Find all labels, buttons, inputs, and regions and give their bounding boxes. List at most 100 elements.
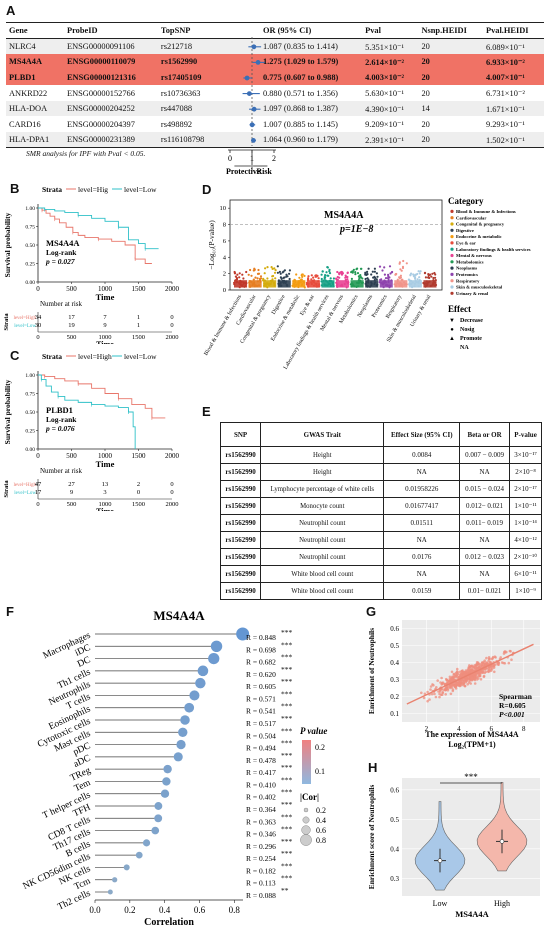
phewas-point	[310, 274, 313, 277]
cor-tick: 0.2	[316, 806, 326, 815]
significance-stars: ***	[281, 739, 293, 748]
scatter-point	[466, 683, 469, 686]
cell-effect: 0.0159	[383, 582, 461, 600]
phewas-point	[346, 271, 349, 275]
y-tick-label: 0.3	[390, 875, 399, 883]
scatter-point	[426, 690, 429, 694]
curve-high	[38, 374, 166, 419]
phewas-point	[399, 268, 402, 271]
table-row: rs1562990 Neutrophil count 0.0176 0.012 − 0…	[219, 548, 542, 566]
phewas-point	[253, 267, 256, 270]
phewas-point	[405, 262, 408, 265]
lollipop-dot	[195, 677, 206, 689]
risk-value: 30	[35, 322, 42, 329]
scatter-point	[451, 675, 454, 678]
phewas-point	[424, 276, 427, 279]
scatter-point	[480, 664, 483, 667]
r-value-label: R = 0.571	[246, 694, 276, 703]
cell-snp: rs1562990	[219, 582, 262, 600]
forest-tick-label: 0	[228, 154, 232, 163]
phewas-point	[312, 276, 315, 279]
lollipop-dot	[154, 814, 163, 823]
effect-item: Promote	[460, 336, 482, 342]
scatter-point	[476, 672, 479, 675]
scatter-point	[450, 670, 454, 674]
phewas-point	[295, 273, 298, 276]
lollipop-dot	[236, 627, 250, 641]
legend-item: Digestive	[456, 228, 474, 233]
phewas-point	[314, 275, 317, 278]
y-tick-label: 0.2	[390, 693, 399, 701]
or-point	[251, 44, 257, 50]
phewas-point	[326, 274, 329, 277]
cell-pval: 5.351×10⁻¹	[362, 38, 419, 55]
scatter-point	[452, 673, 456, 676]
x-tick-label: 500	[66, 452, 77, 460]
scatter-point	[438, 692, 441, 696]
phewas-point	[323, 276, 326, 279]
risk-value: 27	[68, 481, 75, 488]
cell-probe: ENSG00000121316	[63, 69, 158, 86]
col-or: OR (95% CI)	[259, 22, 363, 39]
cell-beta: NA	[459, 565, 511, 583]
violin-body	[414, 801, 466, 891]
phewas-point	[326, 266, 329, 269]
risk-value: 47	[35, 481, 42, 488]
smr-note: SMR analysis for IPF with Pval < 0.05.	[26, 149, 146, 158]
panel-letter-d: D	[202, 182, 212, 197]
phewas-point	[276, 271, 279, 274]
panel-letter-e: E	[202, 404, 211, 419]
col-snp: TopSNP	[157, 22, 220, 39]
cell-effect: 0.01511	[383, 514, 461, 532]
phewas-point	[429, 273, 432, 276]
legend-low: level=Low	[124, 352, 157, 361]
y-tick-label: 0.25	[25, 262, 35, 268]
risk-x-tick-label: 2000	[166, 501, 179, 508]
x-tick-label: 500	[66, 285, 77, 293]
r-value-label: R = 0.113	[246, 879, 276, 888]
phewas-point	[272, 274, 275, 278]
phewas-point	[381, 269, 384, 272]
km-plot-plbd1: Strata level=High level=Low0.000.250.500.7…	[3, 352, 180, 511]
legend-title: Strata	[42, 352, 62, 361]
phewas-point	[350, 271, 353, 274]
phewas-band	[234, 280, 248, 288]
cell-snp: rs212718	[157, 38, 220, 55]
significance-stars: ***	[281, 751, 293, 760]
table-row: rs1562990 Neutrophil count NA NA 4×10⁻¹²	[219, 531, 542, 549]
category-legend-title: Category	[448, 196, 484, 206]
y-tick-label: 0.50	[25, 410, 35, 416]
y-tick-label: 0.6	[390, 786, 399, 794]
phewas-point	[256, 277, 259, 280]
legend-dot	[450, 247, 454, 251]
significance-stars: ***	[281, 874, 293, 883]
scatter-point	[473, 676, 476, 680]
phewas-point	[416, 278, 419, 281]
violin-median	[499, 839, 505, 844]
pval-tick: 0.2	[315, 743, 325, 752]
x-tick-label: 0.0	[89, 905, 101, 915]
y-tick-label: 0.00	[25, 447, 35, 453]
significance-stars: ***	[281, 861, 293, 870]
phewas-point	[298, 276, 301, 279]
phewas-point	[338, 272, 341, 275]
cell-or: 1.097 (0.868 to 1.387)	[259, 100, 363, 117]
phewas-point	[288, 277, 291, 281]
cell-gene: ANKRD22	[9, 88, 48, 98]
lollipop-dot	[189, 690, 200, 701]
phewas-band	[263, 280, 277, 288]
phewas-point	[252, 278, 255, 281]
phewas-point	[418, 276, 421, 279]
scatter-point	[496, 661, 500, 665]
risk-value: 1	[137, 314, 140, 321]
cell-effect: 0.0176	[383, 548, 461, 566]
x-tick-label: 0	[36, 452, 40, 460]
cell-probe: ENSG00000204397	[66, 119, 135, 129]
scatter-point	[510, 658, 513, 661]
cell-snp: rs1562990	[219, 514, 262, 532]
r-value-label: R = 0.254	[246, 854, 276, 863]
lollipop-dot	[142, 839, 151, 847]
cor-legend-title: |Cor|	[300, 792, 319, 802]
cell-pval: 9.209×10⁻¹	[365, 120, 404, 130]
phewas-point	[358, 277, 361, 280]
